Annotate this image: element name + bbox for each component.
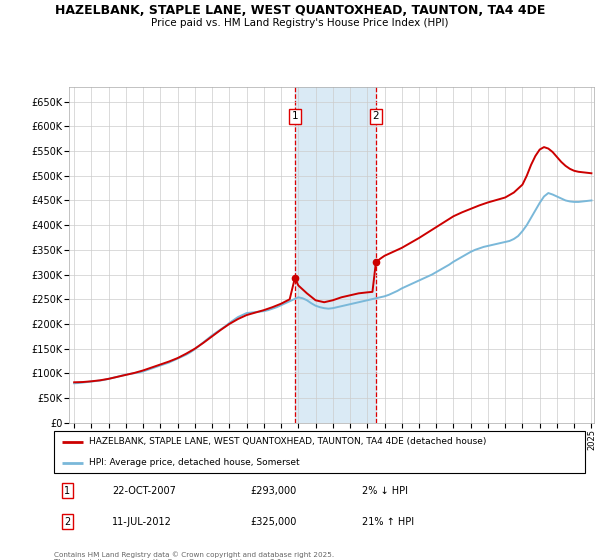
Text: 21% ↑ HPI: 21% ↑ HPI [362, 517, 414, 527]
Text: Price paid vs. HM Land Registry's House Price Index (HPI): Price paid vs. HM Land Registry's House … [151, 18, 449, 28]
Text: 2: 2 [64, 517, 70, 527]
Text: Contains HM Land Registry data © Crown copyright and database right 2025.
This d: Contains HM Land Registry data © Crown c… [54, 551, 334, 560]
Text: 22-OCT-2007: 22-OCT-2007 [112, 486, 176, 496]
Text: HPI: Average price, detached house, Somerset: HPI: Average price, detached house, Some… [89, 458, 299, 467]
FancyBboxPatch shape [54, 431, 585, 473]
Text: 11-JUL-2012: 11-JUL-2012 [112, 517, 172, 527]
Text: £325,000: £325,000 [250, 517, 297, 527]
Text: 2% ↓ HPI: 2% ↓ HPI [362, 486, 408, 496]
Text: £293,000: £293,000 [250, 486, 297, 496]
Bar [295, 87, 376, 423]
Text: HAZELBANK, STAPLE LANE, WEST QUANTOXHEAD, TAUNTON, TA4 4DE: HAZELBANK, STAPLE LANE, WEST QUANTOXHEAD… [55, 4, 545, 17]
Text: 2: 2 [373, 111, 379, 122]
Text: 1: 1 [292, 111, 298, 122]
Text: HAZELBANK, STAPLE LANE, WEST QUANTOXHEAD, TAUNTON, TA4 4DE (detached house): HAZELBANK, STAPLE LANE, WEST QUANTOXHEAD… [89, 437, 486, 446]
Text: 1: 1 [64, 486, 70, 496]
